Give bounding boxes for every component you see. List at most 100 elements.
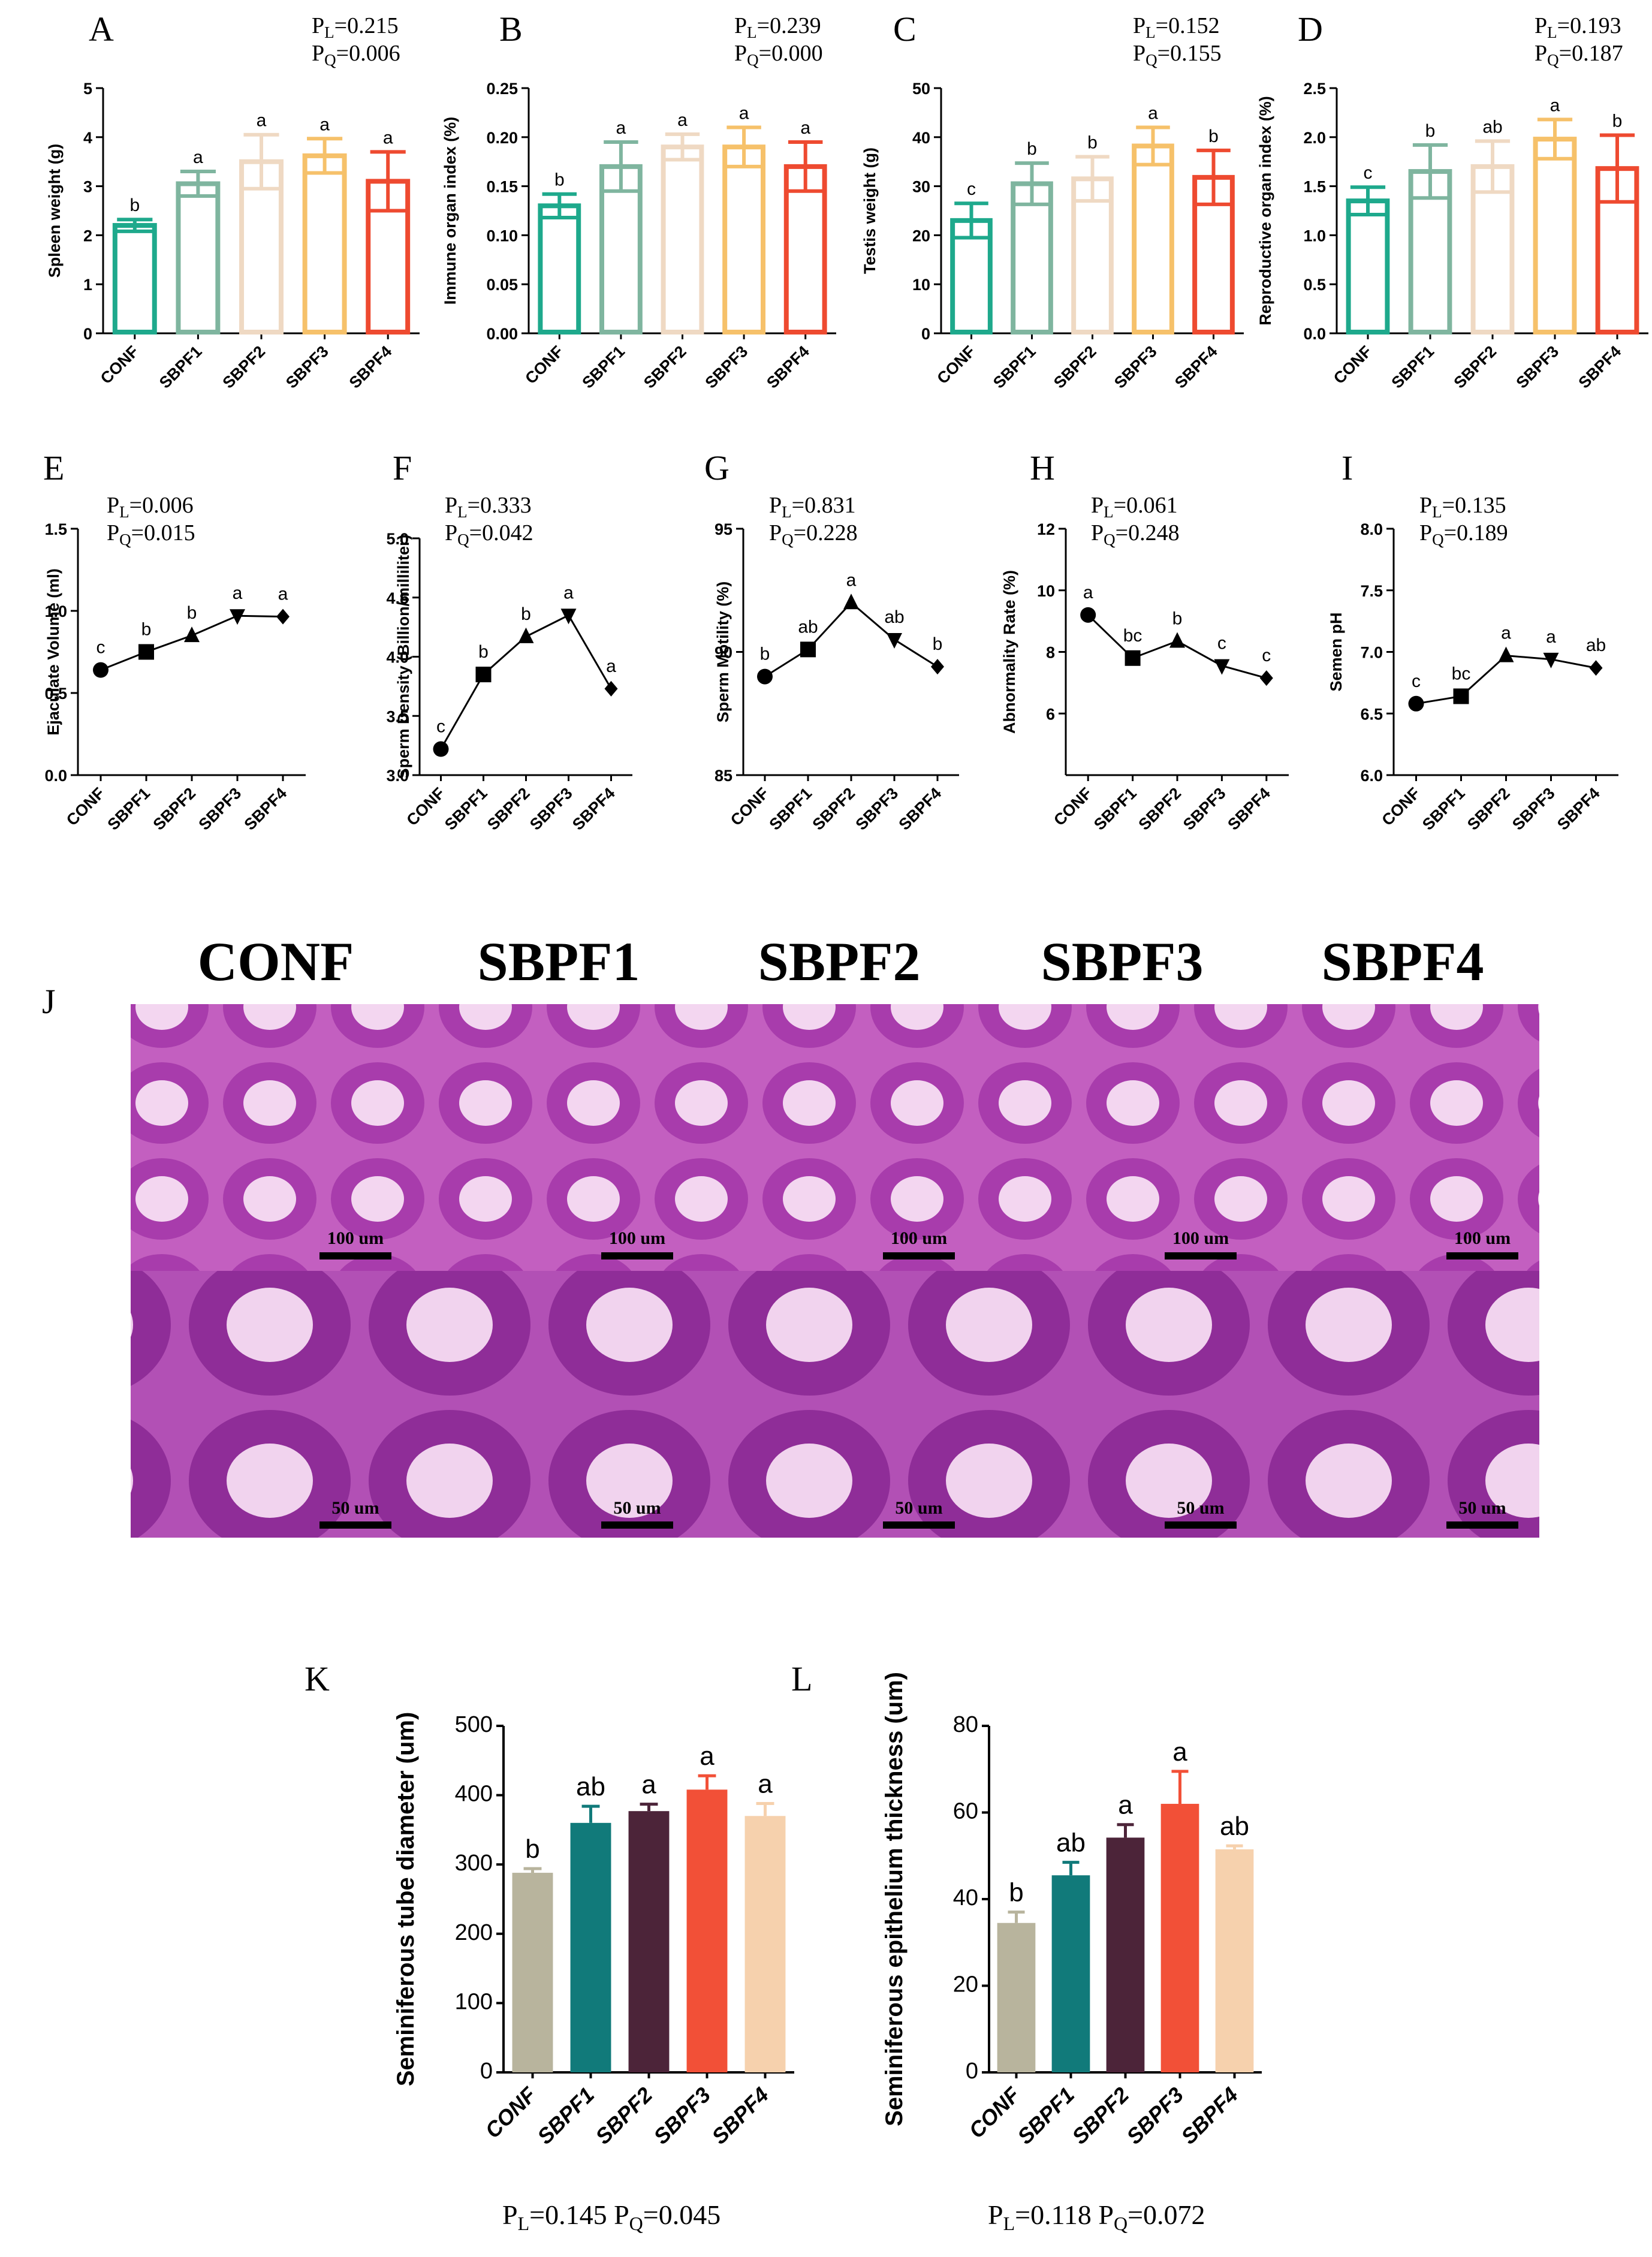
point-H-2 bbox=[1169, 632, 1185, 648]
scale-label: 100 um bbox=[327, 1228, 384, 1248]
x-tick-label-I: SBPF3 bbox=[1509, 784, 1558, 834]
x-tick-label-I: SBPF2 bbox=[1464, 784, 1514, 834]
y-axis-label-E: Ejaculate Volume (ml) bbox=[44, 568, 62, 736]
panel-label-F: F bbox=[393, 448, 412, 487]
bar-L-3 bbox=[1160, 1804, 1199, 2072]
y-tick-label-A: 1 bbox=[83, 276, 92, 294]
y-axis-label-I: Semen pH bbox=[1327, 612, 1345, 691]
y-tick-label-I: 6.5 bbox=[1360, 705, 1383, 723]
significance-letter-F-2: b bbox=[521, 604, 531, 624]
y-tick-label-C: 20 bbox=[912, 227, 930, 245]
y-axis-label-K: Seminiferous tube diameter (um) bbox=[393, 1712, 419, 2087]
x-tick-label-B: SBPF2 bbox=[640, 342, 690, 392]
p-value-l-D: PL=0.193 bbox=[1535, 13, 1621, 41]
bar-A-3 bbox=[302, 153, 347, 335]
p-value-l-I: PL=0.135 bbox=[1419, 493, 1506, 521]
x-tick-label-K: SBPF1 bbox=[532, 2083, 599, 2149]
x-tick-label-G: SBPF2 bbox=[809, 784, 858, 834]
x-tick-label-A: SBPF1 bbox=[156, 342, 206, 392]
x-tick-label-H: CONF bbox=[1050, 784, 1095, 829]
significance-letter-F-0: c bbox=[436, 717, 445, 737]
point-G-0 bbox=[757, 668, 773, 685]
significance-letter-G-1: ab bbox=[798, 617, 818, 637]
x-tick-label-E: SBPF4 bbox=[240, 784, 290, 834]
significance-letter-L-2: a bbox=[1118, 1791, 1133, 1820]
p-value-q-A: PQ=0.006 bbox=[312, 41, 400, 69]
p-value-l-G: PL=0.831 bbox=[769, 493, 856, 521]
y-tick-label-F: 5.0 bbox=[386, 530, 409, 548]
significance-letter-H-1: bc bbox=[1123, 626, 1142, 646]
point-E-3 bbox=[230, 609, 245, 625]
y-tick-label-D: 2.5 bbox=[1303, 80, 1326, 98]
scale-label: 100 um bbox=[891, 1228, 947, 1248]
significance-letter-D-3: a bbox=[1550, 95, 1560, 115]
y-axis-label-B: Immune organ index (%) bbox=[441, 117, 459, 305]
x-tick-label-F: SBPF4 bbox=[569, 784, 619, 834]
micrograph-high-CONF bbox=[131, 1271, 412, 1538]
scale-bar bbox=[883, 1521, 955, 1529]
y-tick-label-D: 1.5 bbox=[1303, 178, 1326, 196]
p-value-l-C: PL=0.152 bbox=[1133, 13, 1220, 41]
p-value-l-B: PL=0.239 bbox=[734, 13, 821, 41]
point-G-1 bbox=[800, 641, 816, 658]
significance-letter-K-4: a bbox=[758, 1769, 773, 1798]
x-tick-label-D: SBPF3 bbox=[1512, 342, 1562, 392]
x-tick-label-E: SBPF1 bbox=[104, 784, 153, 834]
x-tick-label-D: SBPF4 bbox=[1575, 342, 1624, 392]
p-value-q-B: PQ=0.000 bbox=[734, 41, 823, 69]
y-tick-label-E: 0.5 bbox=[44, 685, 67, 703]
scale-label: 100 um bbox=[609, 1228, 665, 1248]
significance-letter-G-0: b bbox=[760, 644, 770, 664]
x-tick-label-A: SBPF2 bbox=[219, 342, 269, 392]
x-tick-label-C: CONF bbox=[933, 342, 978, 387]
significance-letter-K-2: a bbox=[641, 1770, 656, 1800]
x-tick-label-I: SBPF4 bbox=[1554, 784, 1603, 834]
point-F-4 bbox=[604, 680, 618, 697]
significance-letter-C-2: b bbox=[1087, 133, 1098, 153]
y-tick-label-I: 7.5 bbox=[1360, 582, 1383, 600]
x-tick-label-E: SBPF3 bbox=[195, 784, 245, 834]
x-tick-label-H: SBPF2 bbox=[1135, 784, 1184, 834]
x-tick-label-D: SBPF2 bbox=[1450, 342, 1500, 392]
y-tick-label-G: 85 bbox=[715, 767, 732, 785]
group-heading-1: SBPF1 bbox=[478, 931, 640, 992]
y-tick-label-C: 30 bbox=[912, 178, 930, 196]
p-value-q-D: PQ=0.187 bbox=[1535, 41, 1623, 69]
micrograph-high-SBPF1 bbox=[412, 1271, 694, 1538]
x-tick-label-I: CONF bbox=[1378, 784, 1423, 829]
scale-bar bbox=[1165, 1252, 1237, 1259]
significance-letter-D-1: b bbox=[1425, 121, 1436, 141]
y-tick-label-F: 4.5 bbox=[386, 589, 409, 607]
panel-label-G: G bbox=[704, 448, 729, 487]
significance-letter-G-4: b bbox=[933, 634, 943, 654]
group-heading-0: CONF bbox=[198, 931, 354, 992]
x-tick-label-C: SBPF2 bbox=[1050, 342, 1100, 392]
panel-label-C: C bbox=[893, 10, 917, 49]
point-H-3 bbox=[1214, 659, 1230, 675]
point-G-2 bbox=[843, 593, 859, 610]
y-tick-label-D: 0.5 bbox=[1303, 276, 1326, 294]
p-value-l-A: PL=0.215 bbox=[312, 13, 399, 41]
y-tick-label-F: 3.0 bbox=[386, 767, 409, 785]
p-value-l-E: PL=0.006 bbox=[107, 493, 194, 521]
series-line-G bbox=[764, 601, 938, 677]
y-tick-label-L: 60 bbox=[953, 1799, 978, 1824]
significance-letter-L-1: ab bbox=[1056, 1828, 1086, 1858]
bar-C-3 bbox=[1132, 143, 1174, 335]
significance-letter-G-2: a bbox=[846, 570, 857, 590]
scale-bar bbox=[1446, 1252, 1518, 1259]
micrograph-high-SBPF3 bbox=[976, 1271, 1258, 1538]
x-tick-label-B: SBPF3 bbox=[702, 342, 752, 392]
bar-D-0 bbox=[1346, 198, 1390, 335]
x-tick-label-C: SBPF1 bbox=[990, 342, 1039, 392]
p-value-l-F: PL=0.333 bbox=[445, 493, 532, 521]
significance-letter-E-1: b bbox=[141, 620, 152, 640]
y-tick-label-E: 1.0 bbox=[44, 602, 67, 620]
group-heading-3: SBPF3 bbox=[1041, 931, 1204, 992]
y-tick-label-B: 0.25 bbox=[486, 80, 518, 98]
significance-letter-I-0: c bbox=[1412, 671, 1421, 691]
x-tick-label-G: SBPF4 bbox=[895, 784, 945, 834]
significance-letter-D-0: c bbox=[1364, 163, 1373, 183]
bar-B-3 bbox=[722, 144, 766, 335]
